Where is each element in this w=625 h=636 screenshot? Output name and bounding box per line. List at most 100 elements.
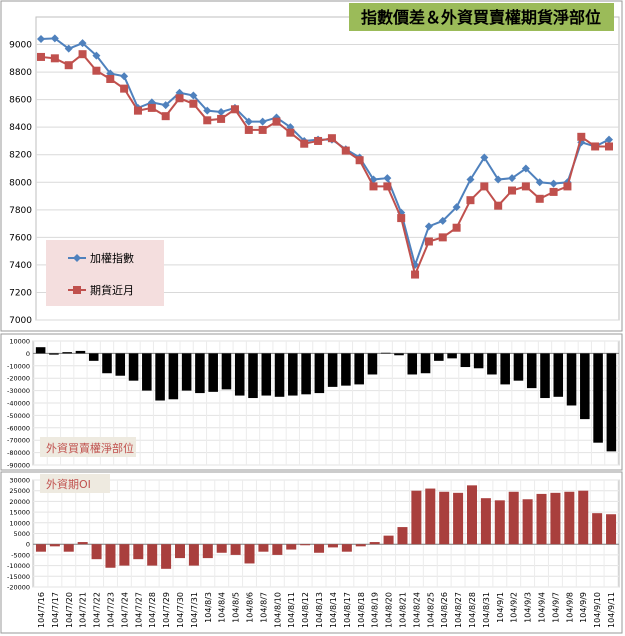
futures-point — [521, 182, 530, 191]
panel-3-bar — [494, 500, 505, 545]
x-tick-label: 104/7/29 — [162, 592, 171, 628]
panel-2-bar — [460, 353, 471, 368]
futures-point — [272, 117, 281, 126]
futures-point — [64, 61, 73, 70]
x-tick-label: 104/9/11 — [607, 592, 616, 628]
panel-3-gridlines — [33, 479, 619, 588]
panel-3-bars — [35, 485, 617, 569]
index-point — [244, 117, 253, 126]
panel-2-bar — [49, 353, 59, 355]
panel-2-bar — [566, 353, 577, 406]
x-tick-label: 104/8/31 — [482, 592, 491, 628]
panel-3-y-tick-label: -20000 — [7, 584, 30, 592]
panel-2-bar — [593, 353, 603, 443]
panel-2-bar — [314, 353, 325, 394]
panel-2-bar — [115, 353, 126, 376]
panel-3-bar — [550, 492, 561, 545]
index-point — [452, 203, 461, 212]
panel-2-bar — [394, 353, 404, 356]
panel-2-title-box — [40, 437, 136, 457]
panel-2-bar — [301, 353, 311, 395]
futures-point — [286, 128, 295, 137]
panel-3-bar — [578, 490, 589, 545]
futures-oi-panel: 30000 25000 20000 15000 10000 5000 0 -5000 -1000… — [0, 471, 623, 634]
panel-2-y-tick-label: -60000 — [7, 424, 30, 432]
x-tick-label: 104/8/26 — [440, 592, 449, 628]
futures-point — [577, 132, 586, 141]
legend-item-index: 加權指數 — [68, 251, 134, 265]
panel-2-bar — [354, 353, 364, 385]
panel-3-bar — [355, 544, 366, 547]
x-tick-label: 104/8/18 — [357, 592, 366, 628]
index-point — [549, 179, 558, 188]
panel-3-bar — [369, 542, 380, 545]
panel-2-bar — [142, 353, 152, 391]
x-tick-label: 104/8/6 — [246, 592, 255, 623]
panel-3-bar — [63, 544, 74, 552]
panel-3-bar — [244, 544, 255, 564]
index-point — [508, 174, 517, 183]
panel-1-y-tick-label: 7200 — [9, 288, 32, 298]
futures-point — [230, 105, 239, 114]
panel-2-y-tick-label: -50000 — [7, 412, 30, 420]
panel-3-bar — [564, 491, 575, 545]
panel-2-bar — [35, 347, 46, 354]
index-point — [494, 175, 503, 184]
panel-1-y-tick-label: 8800 — [9, 68, 32, 78]
panel-2-bar — [88, 353, 99, 361]
futures-point — [175, 94, 184, 103]
panel-3-bar — [133, 544, 144, 560]
panel-3-bar — [341, 544, 352, 552]
panel-2-bar — [447, 353, 457, 359]
x-tick-label: 104/7/16 — [37, 592, 46, 628]
x-tick-label: 104/9/3 — [524, 592, 533, 623]
panel-2-bar — [380, 352, 391, 354]
index-point — [189, 91, 198, 100]
panel-2-bar — [261, 353, 272, 396]
futures-point — [383, 182, 392, 191]
panel-1-y-tick-label: 7800 — [9, 206, 32, 216]
panel-2-bar — [168, 353, 179, 400]
x-tick-label: 104/9/7 — [551, 592, 560, 623]
x-tick-label: 104/8/19 — [371, 592, 380, 628]
index-point — [424, 222, 433, 231]
panel-2-bar — [288, 353, 298, 396]
x-tick-label: 104/7/20 — [65, 592, 74, 628]
x-tick-label: 104/7/24 — [120, 592, 129, 628]
panel-3-bar — [397, 527, 408, 545]
futures-point — [549, 187, 558, 196]
panel-3-bar — [35, 544, 46, 552]
panel-3-bar — [202, 544, 213, 559]
index-point — [50, 34, 59, 43]
x-tick-label: 104/8/17 — [343, 592, 352, 628]
x-tick-label: 104/7/31 — [190, 592, 199, 628]
x-tick-label: 104/8/27 — [454, 592, 463, 628]
panel-2-bar — [248, 353, 258, 399]
panel-1-y-tick-label: 8400 — [9, 123, 32, 133]
panel-2-bar — [540, 353, 550, 399]
futures-point — [355, 156, 364, 165]
panel-1-y-tick-label: 7600 — [9, 233, 32, 243]
index-point — [203, 106, 212, 115]
index-point — [37, 35, 45, 44]
panel-2-bar — [500, 353, 510, 385]
panel-2-bar — [513, 353, 524, 381]
x-tick-label: 104/8/20 — [385, 592, 394, 628]
legend-box — [46, 240, 164, 306]
x-tick-label: 104/8/10 — [273, 592, 282, 628]
x-tick-label: 104/9/2 — [510, 592, 519, 623]
panel-2-bars — [35, 347, 617, 452]
index-point — [161, 101, 170, 110]
futures-point — [147, 103, 156, 112]
panel-3-bar — [300, 544, 311, 546]
panel-2-bar — [181, 353, 192, 391]
panel-1-y-tick-label: 8200 — [9, 151, 32, 161]
x-tick-label: 104/9/8 — [565, 592, 574, 623]
panel-2-y-tick-label: -70000 — [7, 437, 30, 445]
panel-3-y-tick-label: 15000 — [9, 509, 30, 517]
panel-3-bar — [91, 544, 102, 560]
futures-point — [369, 182, 378, 191]
futures-point — [605, 142, 613, 151]
x-tick-label: 104/7/22 — [93, 592, 102, 628]
panel-3-y-tick-label: -5000 — [11, 551, 30, 559]
